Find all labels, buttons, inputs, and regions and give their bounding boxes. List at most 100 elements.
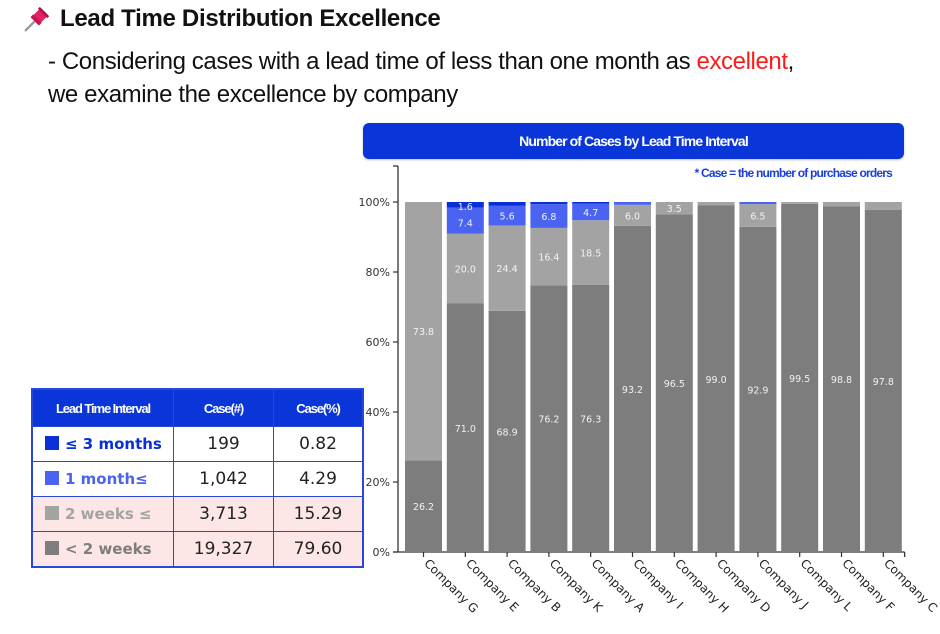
- bar-segment: [823, 202, 860, 207]
- legend-label-text: ≤ 3 months: [65, 435, 162, 453]
- y-tick-label: 80%: [366, 266, 390, 279]
- bar-segment: [446, 207, 484, 234]
- title-text: Lead Time Distribution Excellence: [60, 5, 441, 32]
- legend-row: ≤ 3 months 199 0.82: [31, 426, 364, 462]
- legend-pct: 4.29: [273, 461, 364, 497]
- data-label: 71.0: [455, 424, 476, 435]
- legend-count: 3,713: [173, 496, 274, 532]
- legend-count: 199: [173, 426, 274, 462]
- header-case-count: Case(#): [173, 388, 274, 427]
- bar-segment: [488, 205, 526, 226]
- data-label: 76.2: [538, 415, 559, 426]
- y-tick-label: 100%: [359, 196, 390, 209]
- data-label: 93.2: [622, 385, 643, 396]
- bar-segment: [446, 303, 484, 552]
- bar-segment: [739, 226, 777, 552]
- bar-segment: [864, 209, 902, 552]
- desc-comma: ,: [787, 48, 795, 75]
- data-label: 76.3: [580, 414, 601, 425]
- bar-segment: [572, 220, 610, 285]
- bar-segment: [530, 204, 568, 228]
- bar-segment: [823, 206, 860, 552]
- legend-pct: 0.82: [273, 426, 364, 462]
- legend-row: < 2 weeks 19,327 79.60: [31, 531, 364, 568]
- data-label: 16.4: [538, 253, 559, 264]
- chart-title: Number of Cases by Lead Time Interval: [363, 123, 904, 159]
- bar-segment: [781, 202, 819, 204]
- legend-swatch-icon: [45, 541, 59, 555]
- legend-row: 2 weeks ≤ 3,713 15.29: [31, 496, 364, 532]
- legend-label: 2 weeks ≤: [31, 496, 174, 532]
- bar-segment: [488, 310, 526, 552]
- bar-segment: [697, 202, 735, 206]
- bar-segment: [739, 202, 777, 205]
- data-label: 68.9: [497, 427, 518, 438]
- bar-segment: [864, 202, 902, 210]
- header-interval: Lead Time Interval: [31, 388, 174, 427]
- data-label: 5.6: [500, 212, 515, 223]
- y-tick-label: 60%: [366, 336, 390, 349]
- data-label: 96.5: [664, 379, 685, 390]
- data-label: 1.6: [458, 202, 473, 213]
- data-label: 24.4: [497, 264, 518, 275]
- data-label: 98.8: [831, 375, 852, 386]
- bar-segment: [739, 204, 777, 227]
- legend-swatch-icon: [45, 436, 59, 450]
- data-label: 6.8: [541, 212, 556, 223]
- bar-segment: [488, 225, 526, 311]
- data-label: 99.0: [706, 375, 727, 386]
- data-label: 6.5: [750, 211, 765, 222]
- legend-table: Lead Time Interval Case(#) Case(%) ≤ 3 m…: [31, 388, 364, 568]
- description: - Considering cases with a lead time of …: [48, 45, 794, 111]
- legend-label-text: < 2 weeks: [65, 540, 152, 558]
- y-tick-label: 20%: [366, 476, 390, 489]
- legend-swatch-icon: [45, 471, 59, 485]
- page-title: Lead Time Distribution Excellence: [22, 4, 441, 34]
- chart-footnote: * Case = the number of purchase orders: [694, 166, 893, 180]
- legend-count: 1,042: [173, 461, 274, 497]
- desc-highlight: excellent: [696, 48, 789, 75]
- data-label: 99.5: [789, 374, 810, 385]
- bar-segment: [446, 202, 484, 208]
- legend-label: ≤ 3 months: [31, 426, 174, 462]
- bar-segment: [697, 205, 735, 552]
- data-label: 6.0: [625, 211, 640, 222]
- bar-segment: [488, 202, 526, 206]
- legend-label: 1 month≤: [31, 461, 174, 497]
- bar-segment: [614, 225, 651, 553]
- bar-segment: [405, 460, 442, 552]
- legend-swatch-icon: [45, 506, 59, 520]
- data-label: 92.9: [747, 385, 768, 396]
- data-label: 97.8: [873, 377, 894, 388]
- data-label: 7.4: [458, 219, 473, 230]
- data-label: 18.5: [580, 249, 601, 260]
- legend-label-text: 1 month≤: [65, 470, 148, 488]
- bar-segment: [572, 203, 610, 221]
- bar-segment: [405, 202, 442, 461]
- legend-pct: 15.29: [273, 496, 364, 532]
- data-label: 26.2: [413, 502, 434, 513]
- bar-segment: [530, 202, 568, 205]
- bar-segment: [530, 285, 568, 552]
- desc-text: - Considering cases with a lead time of …: [48, 48, 697, 75]
- data-label: 73.8: [413, 327, 434, 338]
- bar-segment: [655, 202, 693, 215]
- desc-line2: we examine the excellence by company: [48, 81, 458, 108]
- bar-segment: [572, 284, 610, 552]
- y-tick-label: 0%: [373, 546, 390, 559]
- bar-segment: [572, 202, 610, 204]
- pushpin-icon: [24, 6, 50, 32]
- legend-row: 1 month≤ 1,042 4.29: [31, 461, 364, 497]
- header-case-pct: Case(%): [273, 388, 364, 427]
- bar-segment: [655, 214, 693, 552]
- bar-segment: [446, 233, 484, 304]
- legend-count: 19,327: [173, 531, 274, 568]
- legend-header-row: Lead Time Interval Case(#) Case(%): [31, 388, 364, 427]
- bar-segment: [530, 227, 568, 286]
- data-label: 20.0: [455, 265, 476, 276]
- bar-segment: [614, 204, 651, 226]
- legend-pct: 79.60: [273, 531, 364, 568]
- legend-label: < 2 weeks: [31, 531, 174, 568]
- data-label: 3.5: [667, 204, 682, 215]
